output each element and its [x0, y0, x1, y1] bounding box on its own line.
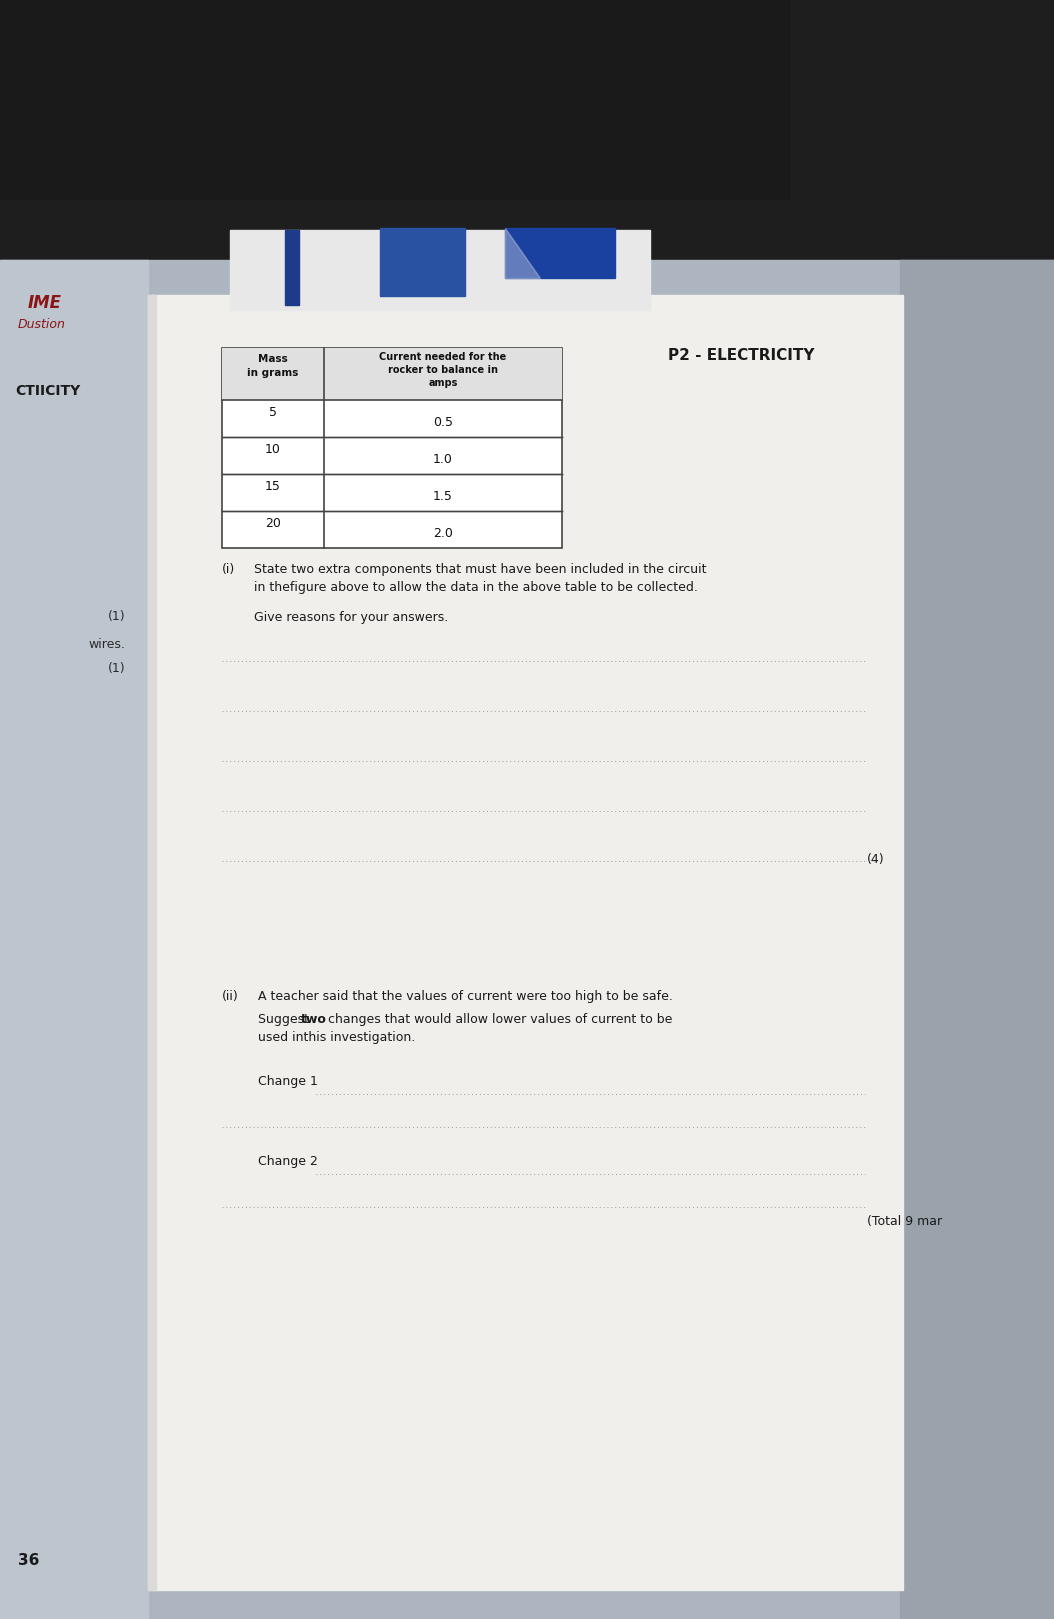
Text: (ii): (ii): [222, 989, 239, 1004]
Bar: [230, 230, 650, 309]
Text: (1): (1): [108, 610, 125, 623]
Text: wires.: wires.: [87, 638, 124, 651]
Bar: [148, 295, 156, 1590]
Text: changes that would allow lower values of current to be: changes that would allow lower values of…: [324, 1013, 672, 1026]
Text: (4): (4): [867, 853, 884, 866]
Text: Change 1: Change 1: [258, 1075, 318, 1088]
Bar: [790, 0, 1054, 450]
Text: amps: amps: [428, 377, 457, 389]
Text: P2 - ELECTRICITY: P2 - ELECTRICITY: [668, 348, 815, 363]
Text: (Total 9 mar: (Total 9 mar: [867, 1214, 942, 1227]
Bar: [222, 348, 562, 547]
Text: Change 2: Change 2: [258, 1154, 318, 1167]
Text: Dustion: Dustion: [18, 317, 65, 330]
Text: two: two: [301, 1013, 327, 1026]
Text: 15: 15: [265, 479, 281, 494]
Text: Suggest: Suggest: [258, 1013, 313, 1026]
Text: 2.0: 2.0: [433, 528, 453, 541]
Text: in grams: in grams: [248, 368, 298, 377]
Polygon shape: [505, 228, 614, 278]
Text: 10: 10: [265, 444, 281, 457]
Bar: [900, 261, 1054, 1619]
Text: 36: 36: [18, 1553, 39, 1567]
Text: in thefigure above to allow the data in the above table to be collected.: in thefigure above to allow the data in …: [254, 581, 698, 594]
Text: used inthis investigation.: used inthis investigation.: [258, 1031, 415, 1044]
Text: A teacher said that the values of current were too high to be safe.: A teacher said that the values of curren…: [258, 989, 672, 1004]
Polygon shape: [505, 228, 540, 278]
Text: Mass: Mass: [258, 355, 288, 364]
Bar: [380, 228, 465, 296]
Text: rocker to balance in: rocker to balance in: [388, 364, 497, 376]
Bar: [285, 230, 299, 304]
Bar: [148, 295, 903, 1590]
Text: (i): (i): [222, 563, 235, 576]
Text: Give reasons for your answers.: Give reasons for your answers.: [254, 610, 448, 623]
Bar: [222, 348, 562, 400]
Text: State two extra components that must have been included in the circuit: State two extra components that must hav…: [254, 563, 706, 576]
Text: 1.5: 1.5: [433, 491, 453, 504]
Text: Current needed for the: Current needed for the: [379, 351, 507, 363]
Bar: [0, 0, 1054, 256]
Text: 5: 5: [269, 406, 277, 419]
Bar: [0, 261, 1054, 1619]
Text: CTIICITY: CTIICITY: [15, 384, 80, 398]
Text: 1.0: 1.0: [433, 453, 453, 466]
Polygon shape: [0, 0, 1054, 450]
Text: (1): (1): [108, 662, 125, 675]
Text: IME: IME: [28, 295, 62, 312]
Text: 20: 20: [265, 516, 281, 529]
Bar: [0, 261, 148, 1619]
Text: 0.5: 0.5: [433, 416, 453, 429]
